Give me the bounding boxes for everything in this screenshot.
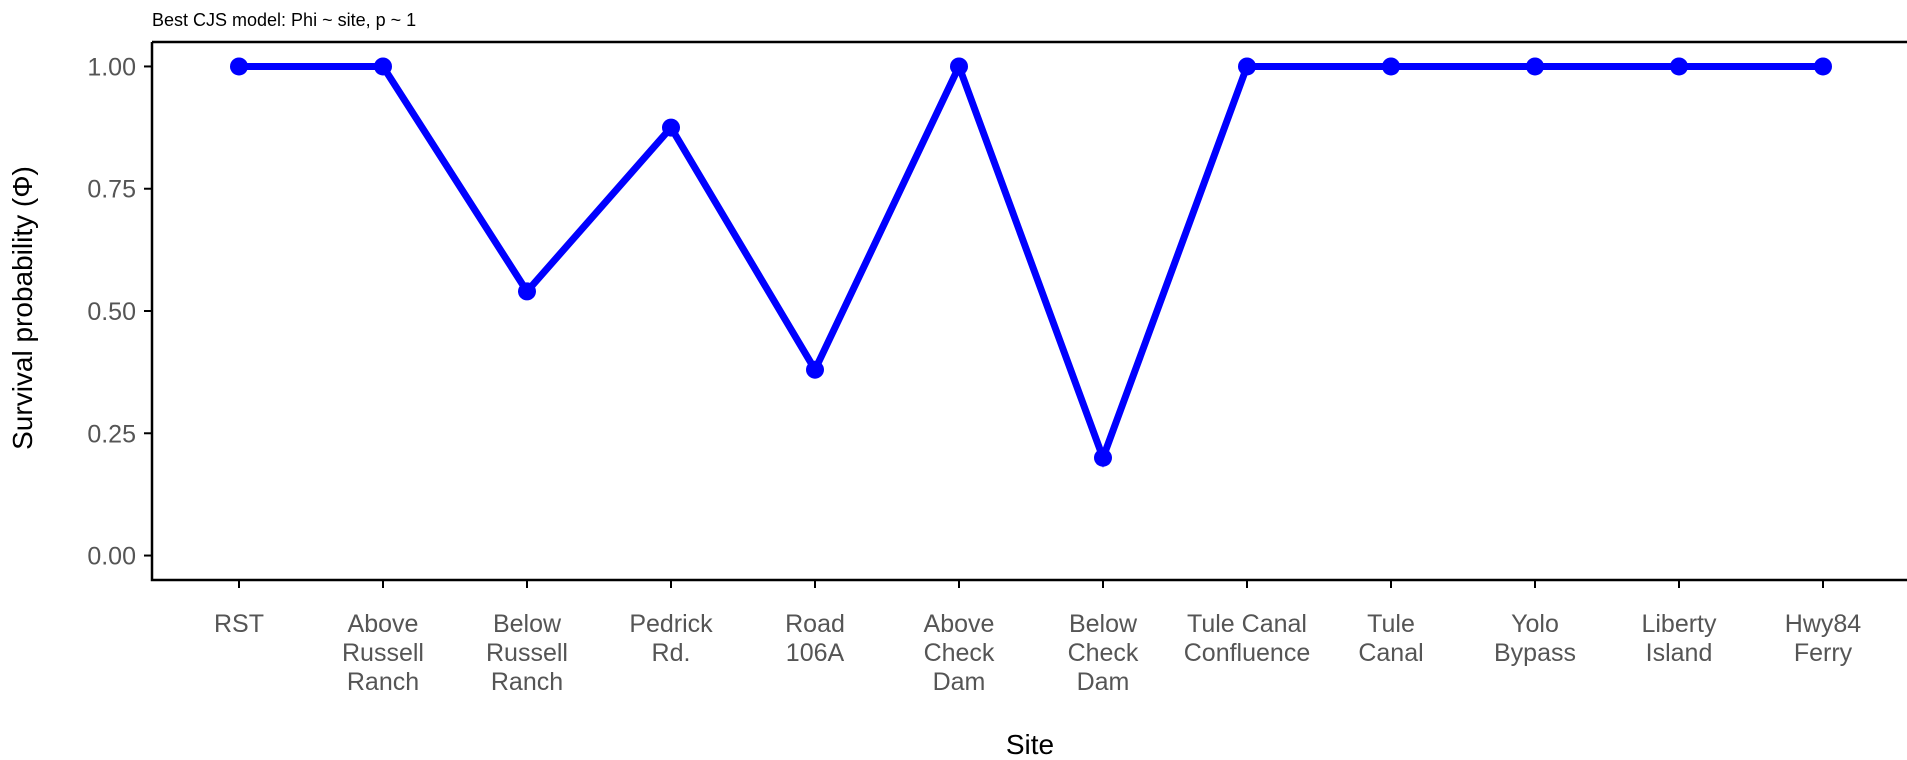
x-tick-label: Yolo Bypass (1494, 610, 1576, 667)
data-point (1526, 57, 1544, 76)
data-point (1814, 57, 1832, 76)
data-point (230, 57, 248, 76)
x-tick-label: Above Check Dam (924, 610, 995, 696)
x-tick-label: Below Russell Ranch (486, 610, 568, 696)
x-tick-label: Pedrick Rd. (629, 610, 713, 667)
y-tick-label: 1.00 (87, 53, 136, 81)
series-line (239, 57, 1823, 468)
y-tick-label: 0.75 (87, 176, 136, 204)
data-point (950, 57, 968, 76)
y-tick-label: 0.50 (87, 298, 136, 326)
data-point (662, 118, 680, 137)
data-point (518, 282, 536, 301)
x-tick-label: Below Check Dam (1068, 610, 1139, 696)
data-point (1670, 57, 1688, 76)
data-point (1238, 57, 1256, 76)
x-tick-label: RST (214, 610, 264, 638)
y-axis: 0.00 0.25 0.50 0.75 1.00 (87, 40, 1907, 582)
x-tick-label: Above Russell Ranch (342, 610, 424, 696)
chart-title: Best CJS model: Phi ~ site, p ~ 1 (152, 10, 416, 30)
series (230, 57, 1832, 468)
y-tick-label: 0.00 (87, 543, 136, 571)
x-tick-label: Hwy84 Ferry (1785, 610, 1862, 667)
data-point (374, 57, 392, 76)
x-axis: RST Above Russell Ranch Below Russell Ranch Ped… (214, 580, 1861, 696)
x-tick-label: Tule Canal (1358, 610, 1423, 667)
y-tick-label: 0.25 (87, 420, 136, 448)
y-axis-title: Survival probability (Φ) (7, 166, 38, 450)
plot-frame (150, 40, 1907, 582)
data-point (1094, 448, 1112, 467)
x-tick-label: Tule Canal Confluence (1184, 610, 1310, 667)
x-axis-title: Site (1006, 729, 1054, 760)
data-point (1382, 57, 1400, 76)
x-tick-label: Liberty Island (1641, 610, 1717, 667)
data-point (806, 360, 824, 379)
x-tick-label: Road 106A (785, 610, 845, 667)
